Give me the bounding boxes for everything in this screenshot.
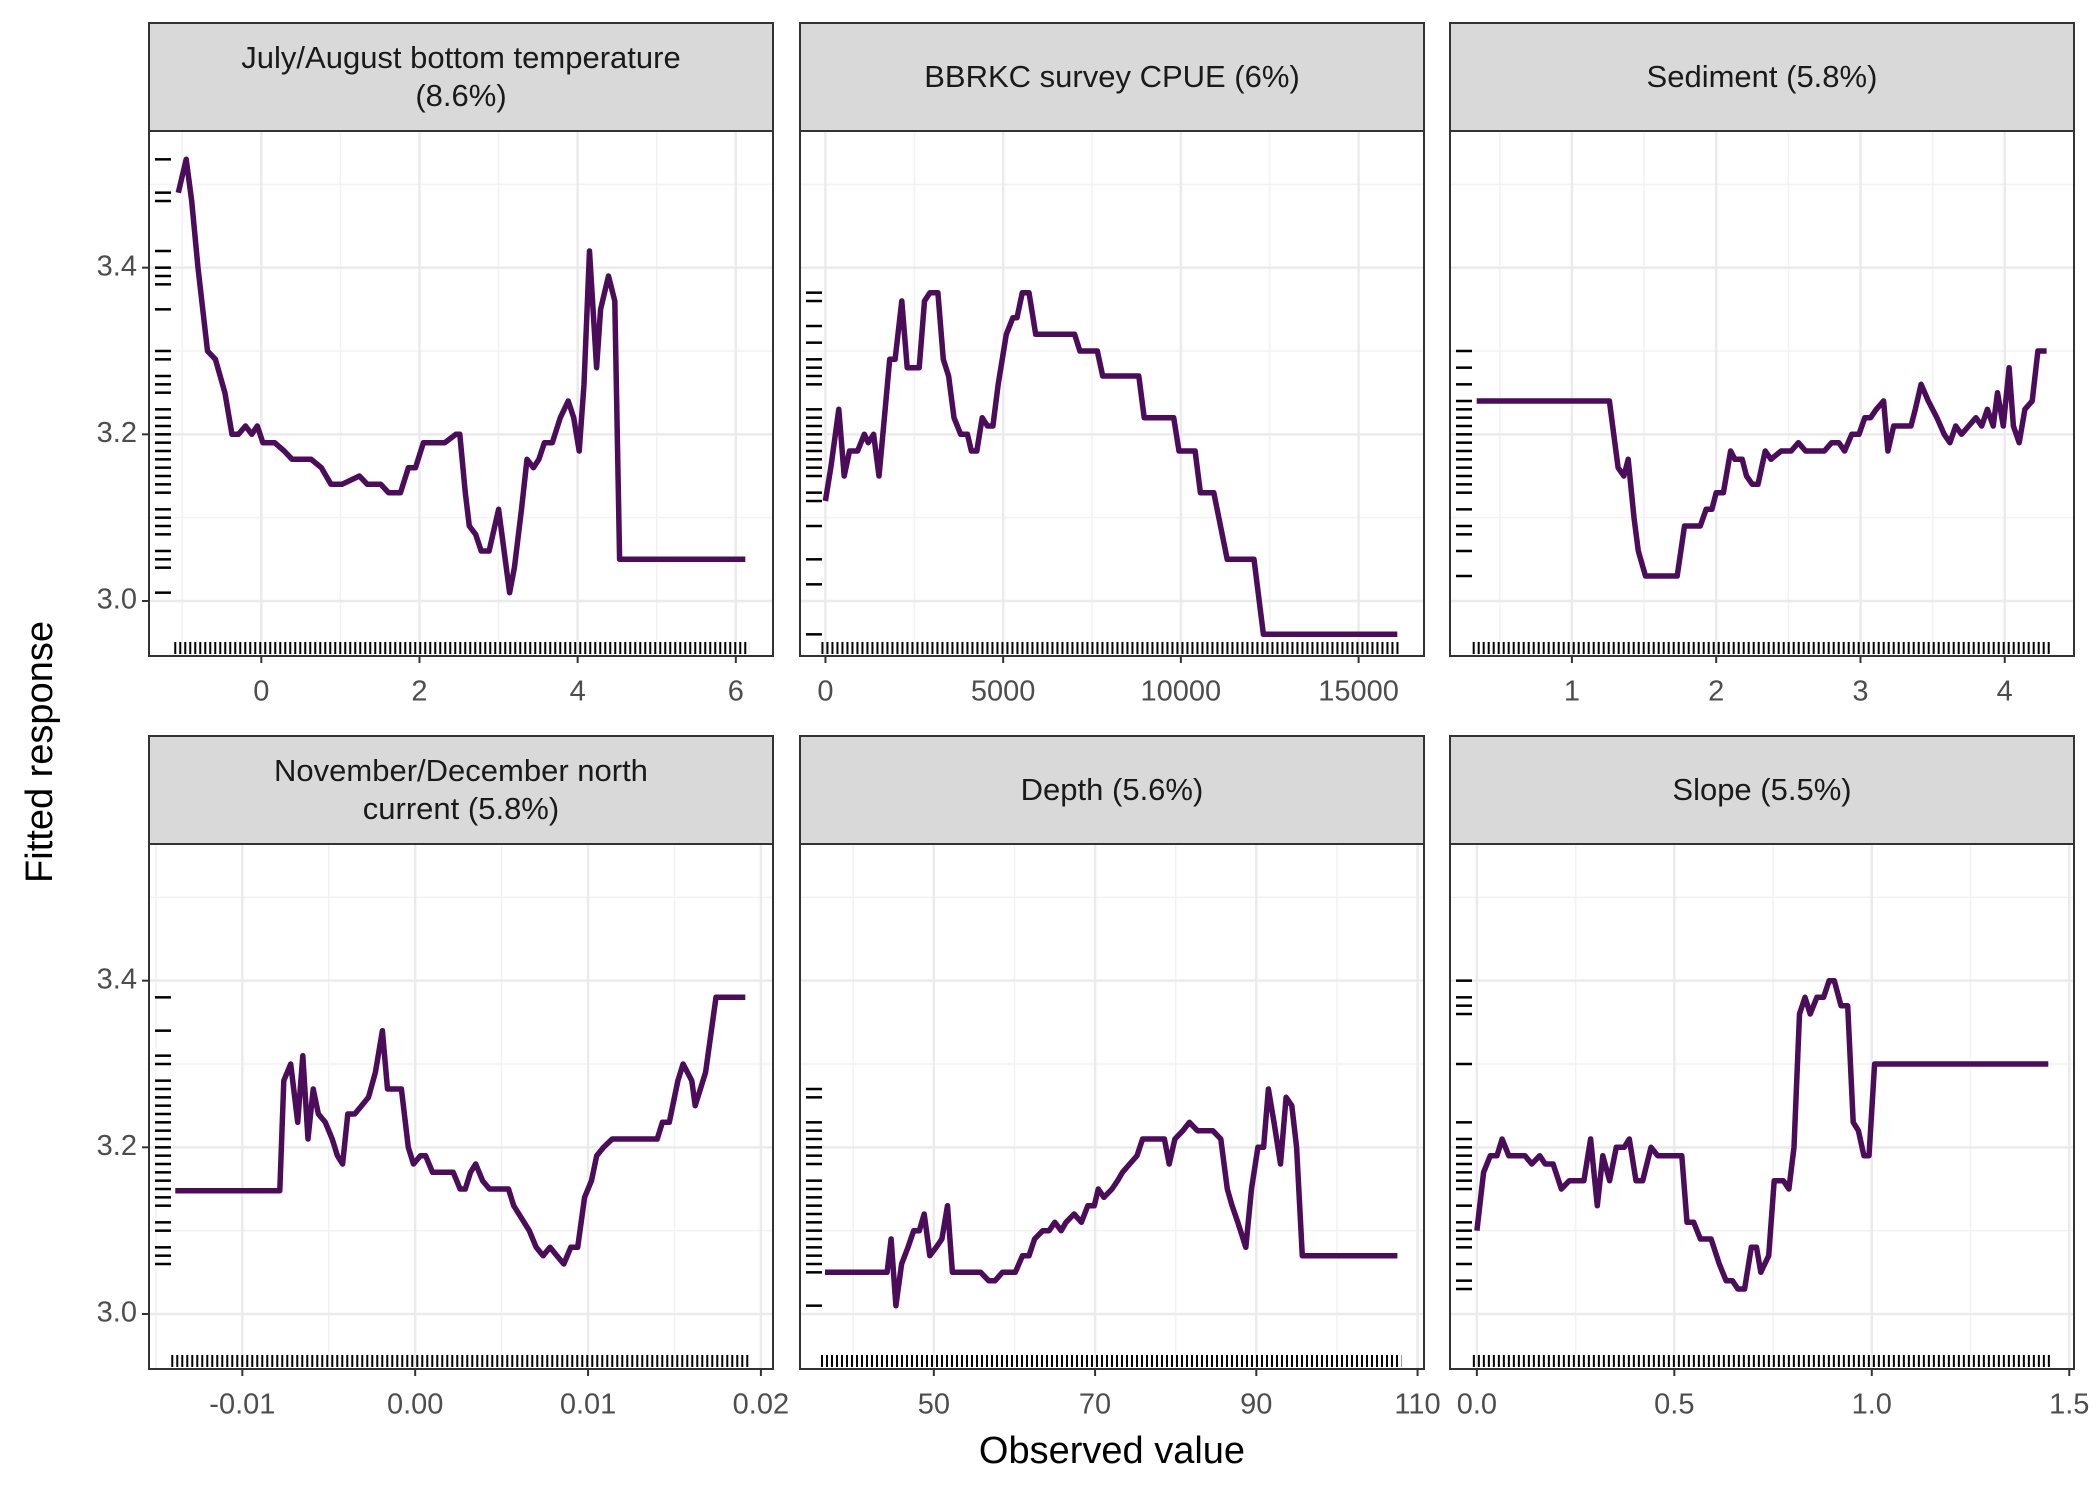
strip-background: [148, 735, 774, 845]
x-tick-label: 6: [728, 676, 744, 708]
response-line: [175, 156, 746, 596]
x-tick-label: 1: [1564, 676, 1580, 708]
x-tick-label: 90: [1240, 1389, 1272, 1421]
response-line: [822, 289, 1398, 638]
panel-border: [1449, 130, 2075, 657]
y-tick-label: 3.0: [97, 1297, 137, 1329]
panel-border: [148, 843, 774, 1370]
panel-border: [799, 843, 1425, 1370]
x-tick-label: 1.0: [1852, 1389, 1892, 1421]
panel-title: Depth (5.6%): [1020, 772, 1204, 807]
y-tick-label: 3.4: [97, 250, 137, 282]
strip: Depth (5.6%): [800, 736, 1424, 844]
response-line: [175, 994, 746, 1267]
x-tick-label: 10000: [1141, 676, 1222, 708]
strip-background: [1449, 735, 2075, 845]
y-tick-label: 3.2: [97, 1130, 137, 1162]
panel-title: July/August bottom temperature (8.6%): [241, 40, 681, 113]
x-tick-label: 4: [1997, 676, 2013, 708]
x-tick-label: 0.01: [560, 1389, 616, 1421]
strip: July/August bottom temperature (8.6%): [149, 23, 773, 131]
strip-background: [799, 22, 1425, 132]
x-tick-label: 0: [253, 676, 269, 708]
response-line: [1474, 977, 2049, 1292]
x-tick-label: 0.0: [1457, 1389, 1497, 1421]
panel-border: [148, 130, 774, 657]
panel-border: [1449, 843, 2075, 1370]
y-tick-label: 3.2: [97, 417, 137, 449]
x-tick-label: 0.5: [1654, 1389, 1694, 1421]
strip: Slope (5.5%): [1450, 736, 2074, 844]
y-tick-label: 3.4: [97, 963, 137, 995]
x-tick-label: -0.01: [209, 1389, 275, 1421]
x-tick-label: 0.02: [733, 1389, 789, 1421]
response-line: [1476, 348, 2047, 579]
x-tick-label: 5000: [971, 676, 1036, 708]
x-tick-label: 1.5: [2049, 1389, 2089, 1421]
x-tick-label: 70: [1079, 1389, 1111, 1421]
y-axis-title: Fitted response: [19, 621, 61, 883]
panel-border: [799, 130, 1425, 657]
x-tick-label: 4: [570, 676, 586, 708]
x-tick-label: 0.00: [387, 1389, 443, 1421]
strip: Sediment (5.8%): [1450, 23, 2074, 131]
panel-title: Slope (5.5%): [1672, 772, 1852, 807]
panel-title: November/December north current (5.8%): [274, 753, 648, 826]
x-tick-label: 3: [1852, 676, 1868, 708]
y-tick-label: 3.0: [97, 584, 137, 616]
panel-title: BBRKC survey CPUE (6%): [924, 59, 1300, 94]
x-tick-label: 110: [1394, 1389, 1440, 1421]
strip: November/December north current (5.8%): [149, 736, 773, 844]
response-line: [825, 1086, 1398, 1309]
x-axis-title: Observed value: [979, 1430, 1245, 1472]
x-tick-label: 15000: [1318, 676, 1399, 708]
x-tick-label: 2: [411, 676, 427, 708]
x-tick-label: 50: [918, 1389, 950, 1421]
strip: BBRKC survey CPUE (6%): [800, 23, 1424, 131]
x-tick-label: 0: [817, 676, 833, 708]
panel-title: Sediment (5.8%): [1646, 59, 1878, 94]
x-tick-label: 2: [1708, 676, 1724, 708]
